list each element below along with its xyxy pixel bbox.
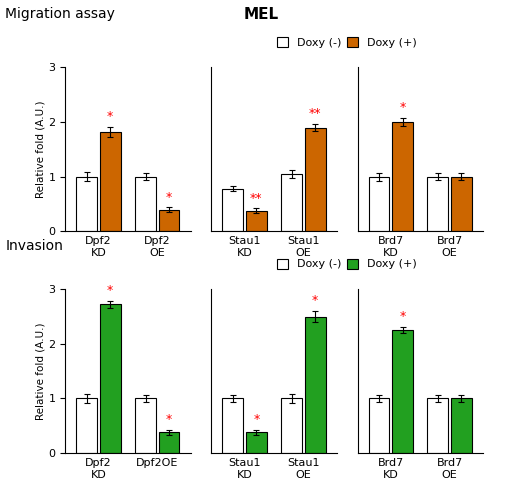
Legend: Doxy (-), Doxy (+): Doxy (-), Doxy (+) — [277, 37, 417, 48]
Text: Migration assay: Migration assay — [5, 7, 115, 21]
Bar — [281, 174, 302, 231]
Bar — [159, 210, 180, 231]
Y-axis label: Relative fold (A.U.): Relative fold (A.U.) — [35, 322, 45, 420]
Bar — [305, 317, 326, 453]
Text: *: * — [399, 310, 406, 323]
Bar — [76, 399, 97, 453]
Text: *: * — [107, 110, 113, 123]
Bar — [135, 399, 156, 453]
Text: *: * — [107, 284, 113, 297]
Bar — [392, 122, 413, 231]
Bar — [246, 432, 267, 453]
Text: Invasion: Invasion — [5, 239, 63, 253]
Bar — [451, 177, 472, 231]
Bar — [428, 177, 448, 231]
Bar — [428, 399, 448, 453]
Bar — [222, 399, 243, 453]
Bar — [369, 399, 389, 453]
Bar — [305, 128, 326, 231]
Bar — [100, 132, 121, 231]
Text: *: * — [253, 413, 259, 426]
Bar — [451, 399, 472, 453]
Legend: Doxy (-), Doxy (+): Doxy (-), Doxy (+) — [277, 259, 417, 269]
Y-axis label: Relative fold (A.U.): Relative fold (A.U.) — [35, 101, 45, 198]
Bar — [159, 432, 180, 453]
Bar — [135, 177, 156, 231]
Text: MEL: MEL — [243, 7, 279, 22]
Text: *: * — [312, 294, 318, 307]
Text: *: * — [166, 413, 172, 426]
Text: **: ** — [309, 107, 322, 120]
Text: *: * — [399, 101, 406, 114]
Bar — [100, 305, 121, 453]
Bar — [222, 189, 243, 231]
Bar — [369, 177, 389, 231]
Text: *: * — [166, 190, 172, 203]
Bar — [246, 211, 267, 231]
Bar — [76, 177, 97, 231]
Bar — [281, 399, 302, 453]
Bar — [392, 330, 413, 453]
Text: **: ** — [250, 191, 263, 204]
